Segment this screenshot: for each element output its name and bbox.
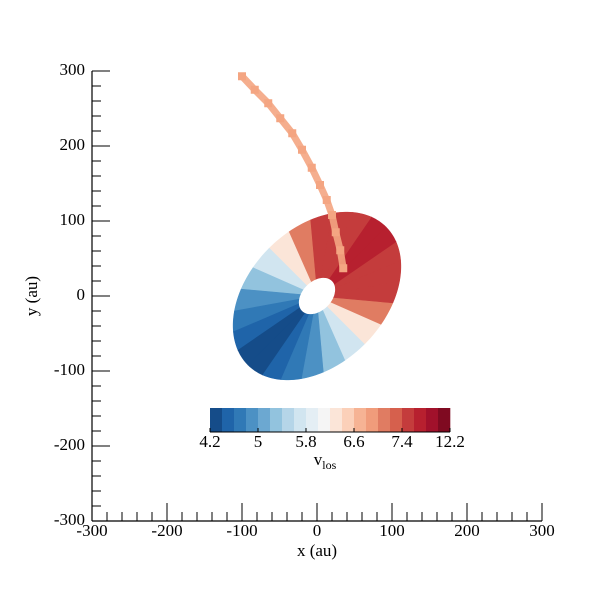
colorbar-bin [414, 408, 427, 432]
stream-point [336, 246, 345, 255]
stream-point [339, 264, 348, 273]
disk-sector [331, 226, 397, 285]
x-tick-label: -200 [151, 521, 182, 540]
colorbar-bin [402, 408, 415, 432]
y-tick-label: -300 [54, 510, 85, 529]
colorbar-bin [282, 408, 295, 432]
colorbar-bin [426, 408, 439, 432]
colorbar-bin [330, 408, 343, 432]
colorbar-label: vlos [314, 450, 337, 472]
stream-point [331, 228, 340, 237]
stream-point [316, 181, 324, 189]
colorbar-bin [294, 408, 307, 432]
colorbar-bin [438, 408, 451, 432]
colorbar-tick-label: 7.4 [391, 432, 413, 451]
y-tick-label: 100 [60, 210, 86, 229]
y-tick-label: 300 [60, 60, 86, 79]
colorbar-bin [234, 408, 247, 432]
y-tick-label: -200 [54, 435, 85, 454]
y-tick-label: 200 [60, 135, 86, 154]
stream-point [250, 85, 259, 94]
colorbar-tick-label: 4.2 [199, 432, 220, 451]
colorbar-tick-label: 5.8 [295, 432, 316, 451]
stream-point [328, 211, 336, 219]
colorbar-bin [390, 408, 403, 432]
colorbar-tick-label: 5 [254, 432, 263, 451]
x-tick-label: 100 [379, 521, 405, 540]
colorbar-tick-label: 6.6 [343, 432, 364, 451]
colorbar-label-sub: los [322, 458, 336, 472]
stream-point [322, 196, 331, 204]
colorbar-bin [318, 408, 331, 432]
stream-point [298, 145, 306, 154]
x-axis-label: x (au) [297, 541, 337, 560]
colorbar-tick-label: 12.2 [435, 432, 465, 451]
colorbar-bin [222, 408, 235, 432]
colorbar-bin [366, 408, 379, 432]
colorbar-bin [354, 408, 367, 432]
stream-point [307, 163, 316, 172]
y-tick-label: 0 [77, 285, 86, 304]
x-tick-label: 200 [454, 521, 480, 540]
colorbar-bin [270, 408, 283, 432]
colorbar-bin [342, 408, 355, 432]
x-tick-label: 0 [313, 521, 322, 540]
colorbar-bin [246, 408, 259, 432]
y-tick-label: -100 [54, 360, 85, 379]
colorbar-bin [210, 408, 223, 432]
colorbar-bin [258, 408, 271, 432]
y-axis-label: y (au) [22, 276, 41, 316]
stream-point [276, 114, 285, 123]
stream-point [238, 72, 246, 81]
x-tick-label: 300 [529, 521, 555, 540]
colorbar-label-main: v [314, 450, 323, 469]
x-tick-label: -100 [226, 521, 257, 540]
stream-point [264, 99, 273, 108]
colorbar-bin [378, 408, 391, 432]
x-tick-label: -300 [76, 521, 107, 540]
stream-point [288, 129, 297, 138]
colorbar-bin [306, 408, 319, 432]
